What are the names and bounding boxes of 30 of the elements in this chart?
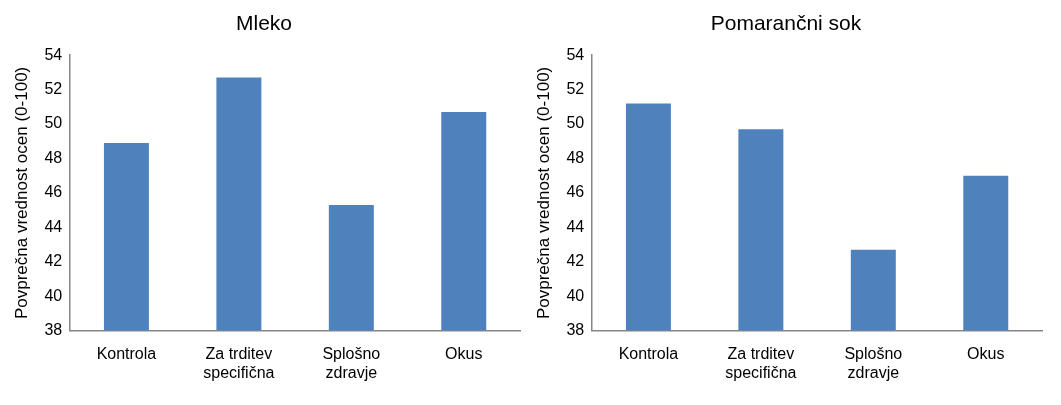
y-axis-title: Povprečna vrednost ocen (0-100) <box>11 66 31 320</box>
y-tick-label: 42 <box>566 252 585 270</box>
x-tick-label: Splošno zdravje <box>322 344 381 381</box>
y-tick-label: 38 <box>566 321 585 339</box>
y-tick-label: 52 <box>44 80 63 98</box>
x-tick-label: Okus <box>445 344 483 362</box>
y-tick-label: 42 <box>44 252 63 270</box>
x-tick-label: Splošno zdravje <box>844 344 903 381</box>
chart-title: Pomarančni sok <box>710 11 862 35</box>
x-tick-label: Kontrola <box>96 344 157 362</box>
y-tick-label: 46 <box>566 183 585 201</box>
chart-title: Mleko <box>235 11 293 35</box>
y-tick-label: 50 <box>566 114 585 132</box>
y-tick-label: 48 <box>44 148 63 166</box>
y-tick-label: 52 <box>566 80 585 98</box>
y-tick-label: 38 <box>44 321 63 339</box>
x-tick-label: Za trditev specifična <box>203 344 275 381</box>
y-axis-title: Povprečna vrednost ocen (0-100) <box>533 66 553 320</box>
y-tick-label: 54 <box>566 45 585 63</box>
y-tick-label: 44 <box>566 217 585 235</box>
x-tick-label: Kontrola <box>618 344 679 362</box>
y-tick-label: 54 <box>44 45 63 63</box>
y-tick-label: 46 <box>44 183 63 201</box>
y-tick-label: 50 <box>44 114 63 132</box>
y-tick-label: 44 <box>44 217 63 235</box>
y-tick-label: 48 <box>566 148 585 166</box>
y-tick-label: 40 <box>44 286 63 304</box>
x-tick-label: Okus <box>967 344 1005 362</box>
x-tick-label: Za trditev specifična <box>725 344 797 381</box>
y-tick-label: 40 <box>566 286 585 304</box>
